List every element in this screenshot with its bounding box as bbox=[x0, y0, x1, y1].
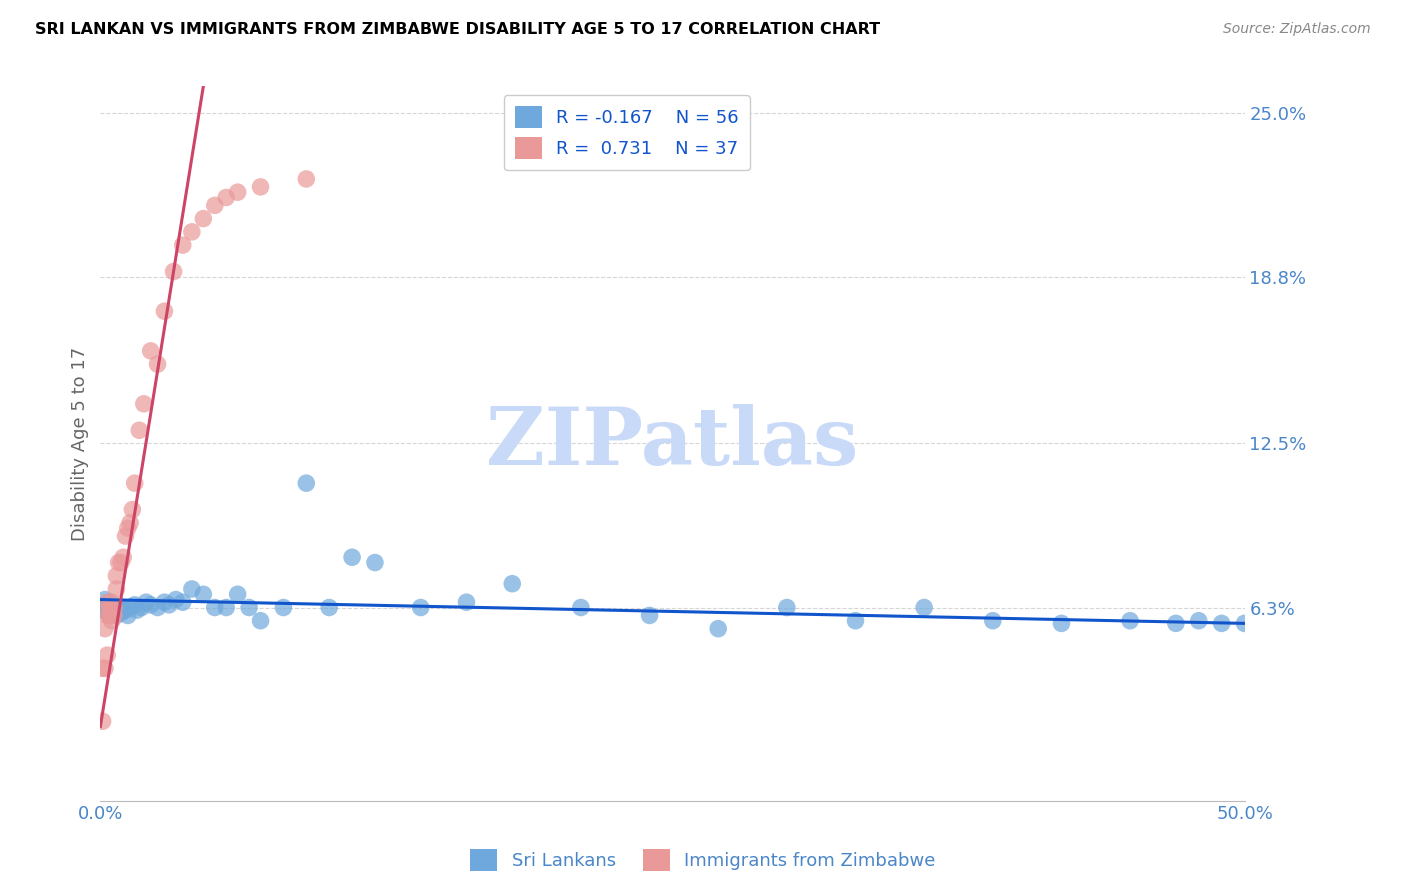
Point bbox=[153, 595, 176, 609]
Point bbox=[105, 568, 128, 582]
Point bbox=[638, 608, 661, 623]
Point bbox=[162, 264, 184, 278]
Point bbox=[340, 550, 363, 565]
Point bbox=[456, 595, 478, 609]
Point bbox=[120, 516, 142, 530]
Point bbox=[364, 556, 387, 570]
Point bbox=[94, 592, 117, 607]
Point bbox=[501, 576, 523, 591]
Point bbox=[98, 600, 121, 615]
Point bbox=[1164, 616, 1187, 631]
Point bbox=[131, 600, 153, 615]
Point bbox=[139, 598, 162, 612]
Point bbox=[112, 600, 135, 615]
Point bbox=[94, 622, 117, 636]
Point bbox=[215, 190, 238, 204]
Point bbox=[101, 600, 124, 615]
Point bbox=[101, 606, 124, 620]
Point bbox=[153, 304, 176, 318]
Point bbox=[96, 595, 118, 609]
Point bbox=[96, 606, 118, 620]
Point bbox=[776, 600, 799, 615]
Point bbox=[180, 582, 202, 596]
Point bbox=[98, 595, 121, 609]
Legend: R = -0.167    N = 56, R =  0.731    N = 37: R = -0.167 N = 56, R = 0.731 N = 37 bbox=[503, 95, 749, 170]
Point bbox=[125, 603, 148, 617]
Point bbox=[204, 600, 226, 615]
Point bbox=[146, 600, 169, 615]
Point bbox=[103, 608, 125, 623]
Point bbox=[91, 714, 114, 729]
Point bbox=[117, 608, 139, 623]
Point bbox=[96, 648, 118, 662]
Point bbox=[121, 502, 143, 516]
Point bbox=[101, 614, 124, 628]
Point bbox=[105, 582, 128, 596]
Point bbox=[132, 397, 155, 411]
Point bbox=[146, 357, 169, 371]
Point bbox=[91, 661, 114, 675]
Point bbox=[128, 423, 150, 437]
Point bbox=[226, 587, 249, 601]
Point bbox=[94, 661, 117, 675]
Point bbox=[124, 476, 146, 491]
Point bbox=[105, 608, 128, 623]
Point bbox=[844, 614, 866, 628]
Point bbox=[117, 521, 139, 535]
Point bbox=[103, 603, 125, 617]
Point bbox=[1050, 616, 1073, 631]
Point bbox=[180, 225, 202, 239]
Point bbox=[172, 238, 194, 252]
Point bbox=[1119, 614, 1142, 628]
Point bbox=[569, 600, 592, 615]
Point bbox=[1211, 616, 1233, 631]
Point bbox=[981, 614, 1004, 628]
Point bbox=[249, 180, 271, 194]
Point bbox=[120, 600, 142, 615]
Text: ZIPatlas: ZIPatlas bbox=[486, 404, 859, 483]
Point bbox=[107, 556, 129, 570]
Point bbox=[98, 608, 121, 623]
Text: SRI LANKAN VS IMMIGRANTS FROM ZIMBABWE DISABILITY AGE 5 TO 17 CORRELATION CHART: SRI LANKAN VS IMMIGRANTS FROM ZIMBABWE D… bbox=[35, 22, 880, 37]
Point bbox=[103, 600, 125, 615]
Point bbox=[295, 476, 318, 491]
Point bbox=[139, 343, 162, 358]
Point bbox=[1188, 614, 1211, 628]
Point bbox=[295, 172, 318, 186]
Point bbox=[409, 600, 432, 615]
Point bbox=[238, 600, 260, 615]
Point bbox=[110, 606, 132, 620]
Point bbox=[112, 550, 135, 565]
Point bbox=[96, 608, 118, 623]
Point bbox=[215, 600, 238, 615]
Point bbox=[114, 529, 136, 543]
Y-axis label: Disability Age 5 to 17: Disability Age 5 to 17 bbox=[72, 346, 89, 541]
Point bbox=[135, 595, 157, 609]
Point bbox=[912, 600, 935, 615]
Point bbox=[204, 198, 226, 212]
Point bbox=[172, 595, 194, 609]
Point bbox=[249, 614, 271, 628]
Point bbox=[707, 622, 730, 636]
Point bbox=[98, 600, 121, 615]
Point bbox=[114, 603, 136, 617]
Point bbox=[193, 211, 215, 226]
Point bbox=[98, 608, 121, 623]
Point bbox=[110, 556, 132, 570]
Point bbox=[193, 587, 215, 601]
Point bbox=[273, 600, 295, 615]
Point bbox=[226, 185, 249, 199]
Text: Source: ZipAtlas.com: Source: ZipAtlas.com bbox=[1223, 22, 1371, 37]
Point bbox=[157, 598, 180, 612]
Point bbox=[96, 598, 118, 612]
Point bbox=[101, 595, 124, 609]
Point bbox=[94, 603, 117, 617]
Point bbox=[318, 600, 340, 615]
Point bbox=[1233, 616, 1256, 631]
Point bbox=[107, 600, 129, 615]
Point bbox=[91, 600, 114, 615]
Point bbox=[165, 592, 187, 607]
Legend: Sri Lankans, Immigrants from Zimbabwe: Sri Lankans, Immigrants from Zimbabwe bbox=[463, 842, 943, 879]
Point bbox=[124, 598, 146, 612]
